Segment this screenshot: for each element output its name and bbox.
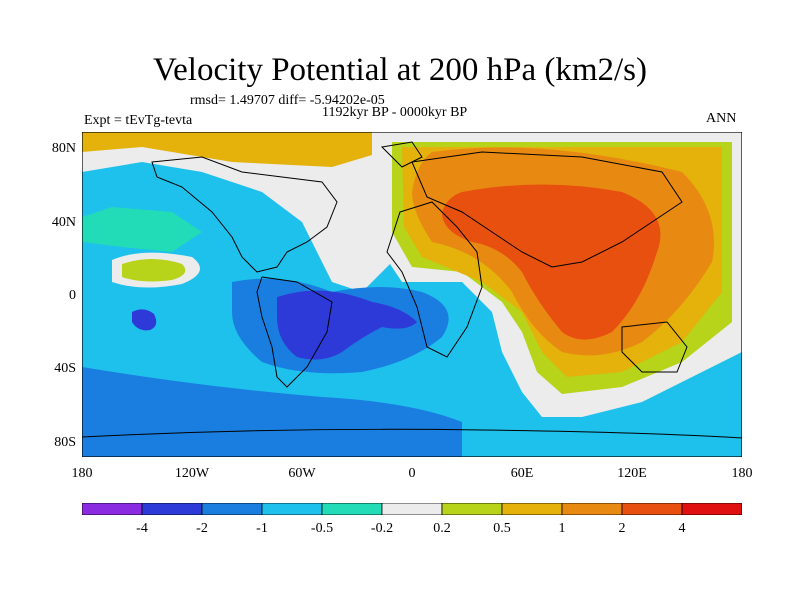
lon-label-120e: 120E bbox=[617, 466, 647, 481]
colorbar-label: -2 bbox=[196, 521, 208, 536]
lon-label-60e: 60E bbox=[510, 466, 534, 481]
field-teal-band-west bbox=[82, 207, 202, 252]
antarctica-outline bbox=[82, 428, 742, 439]
stats-line: rmsd= 1.49707 diff= -5.94202e-05 bbox=[190, 93, 385, 108]
field-band-white-north bbox=[82, 132, 422, 292]
map-title: Velocity Potential at 200 hPa (km2/s) bbox=[152, 52, 648, 88]
colorbar-box bbox=[201, 503, 263, 515]
map-panel bbox=[82, 132, 742, 457]
lon-label-120w: 120W bbox=[174, 466, 210, 481]
colorbar-box bbox=[681, 503, 742, 515]
colorbar-label: -0.2 bbox=[370, 521, 394, 536]
africa-outline bbox=[386, 201, 483, 358]
australia-outline bbox=[621, 321, 688, 373]
colorbar bbox=[82, 503, 742, 515]
colorbar-label: 2 bbox=[618, 521, 626, 536]
colorbar-box bbox=[321, 503, 383, 515]
period-label: 1192kyr BP - 0000kyr BP bbox=[322, 105, 468, 120]
lat-label-40s: 40S bbox=[54, 361, 76, 376]
lon-label-180w: 180 bbox=[71, 466, 93, 481]
lon-label-60w: 60W bbox=[288, 466, 316, 481]
colorbar-box bbox=[82, 503, 143, 515]
velocity-potential-map bbox=[82, 132, 742, 457]
lat-label-80s: 80S bbox=[54, 435, 76, 450]
colorbar-box bbox=[441, 503, 503, 515]
colorbar-label: -1 bbox=[256, 521, 268, 536]
lat-label-40n: 40N bbox=[51, 215, 76, 230]
field-blue-south bbox=[82, 367, 462, 457]
lat-label-eq: 0 bbox=[69, 288, 76, 303]
colorbar-box bbox=[141, 503, 203, 515]
lat-label-80n: 80N bbox=[51, 141, 76, 156]
colorbar-box bbox=[621, 503, 683, 515]
colorbar-label: 0.5 bbox=[493, 521, 511, 536]
colorbar-label: 1 bbox=[558, 521, 566, 536]
experiment-label: Expt = tEvTg-tevta bbox=[84, 113, 193, 128]
lon-label-0: 0 bbox=[408, 466, 416, 481]
south-america-outline bbox=[256, 276, 333, 388]
field-darkblue-spot bbox=[132, 309, 157, 331]
colorbar-box bbox=[501, 503, 563, 515]
lon-label-180e: 180 bbox=[731, 466, 753, 481]
colorbar-label: -0.5 bbox=[310, 521, 334, 536]
colorbar-box bbox=[381, 503, 443, 515]
field-darkblue-core bbox=[277, 290, 417, 360]
colorbar-label: 0.2 bbox=[433, 521, 451, 536]
greenland-outline bbox=[380, 141, 423, 168]
field-red-east bbox=[442, 184, 661, 340]
colorbar-box bbox=[261, 503, 323, 515]
continent-outlines bbox=[82, 141, 742, 439]
colorbar-label: 4 bbox=[678, 521, 686, 536]
season-label: ANN bbox=[706, 111, 737, 126]
north-america-outline bbox=[151, 156, 338, 273]
colorbar-label: -4 bbox=[136, 521, 148, 536]
field-green-pacific bbox=[122, 259, 186, 282]
colorbar-box bbox=[561, 503, 623, 515]
eurasia-outline bbox=[411, 151, 683, 268]
